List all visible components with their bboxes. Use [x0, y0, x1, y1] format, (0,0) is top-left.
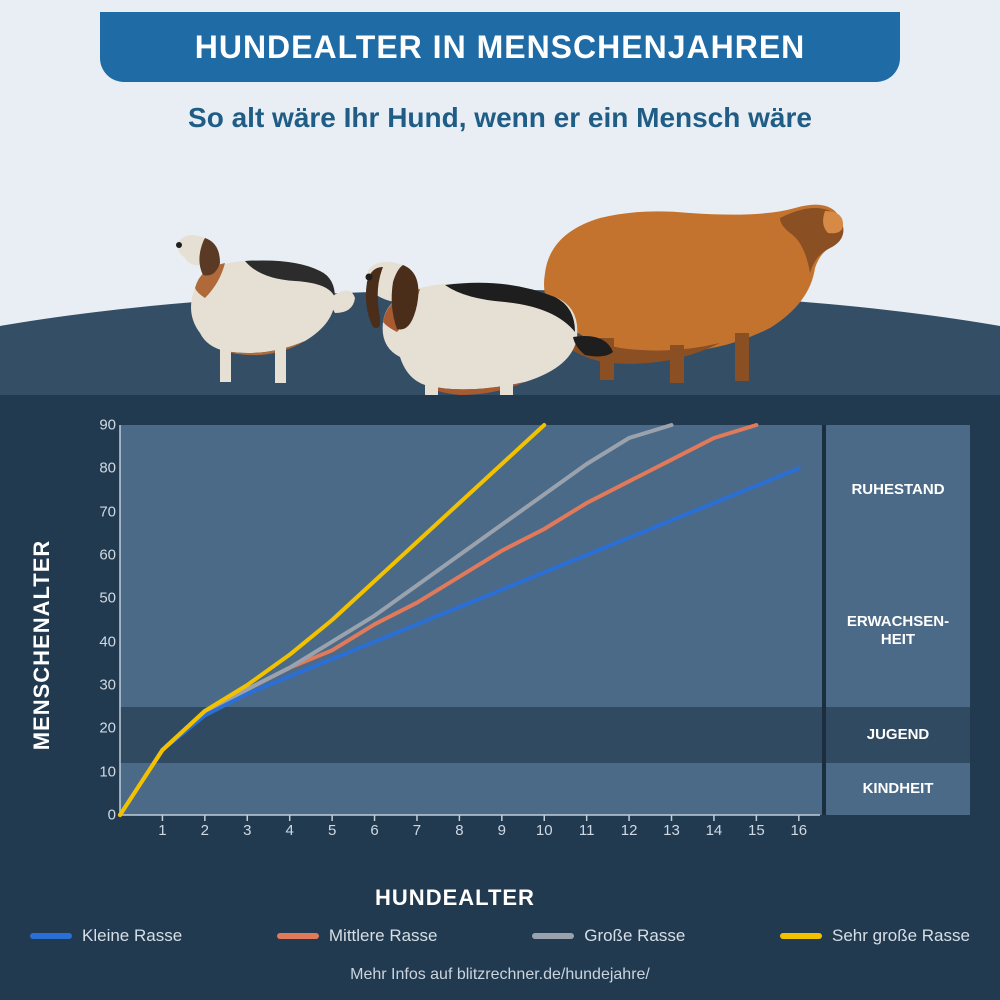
life-stage-label: ERWACHSEN-HEIT — [826, 555, 970, 707]
y-tick-label: 10 — [90, 763, 116, 780]
legend-swatch — [277, 933, 319, 939]
y-tick-label: 70 — [90, 503, 116, 520]
dogs-svg — [120, 145, 880, 405]
beagle-icon — [176, 235, 355, 383]
plot-region: KINDHEITJUGENDERWACHSEN-HEITRUHESTAND 01… — [120, 425, 820, 815]
golden-retriever-icon — [529, 205, 843, 383]
series-line — [120, 468, 799, 815]
y-tick-label: 0 — [90, 807, 116, 824]
chart-area: MENSCHENALTER KINDHEITJUGENDERWACHSEN-HE… — [90, 425, 970, 865]
x-tick-label: 14 — [706, 822, 723, 839]
legend-item: Mittlere Rasse — [277, 926, 438, 946]
legend-label: Kleine Rasse — [82, 926, 182, 946]
y-tick-label: 80 — [90, 460, 116, 477]
legend-item: Kleine Rasse — [30, 926, 182, 946]
legend-item: Große Rasse — [532, 926, 685, 946]
legend-label: Große Rasse — [584, 926, 685, 946]
x-tick-label: 15 — [748, 822, 765, 839]
dog-illustrations — [0, 145, 1000, 405]
life-stage-label: JUGEND — [826, 707, 970, 763]
x-tick-label: 11 — [579, 822, 595, 839]
y-tick-label: 30 — [90, 677, 116, 694]
y-tick-label: 90 — [90, 417, 116, 434]
life-stage-label: RUHESTAND — [826, 425, 970, 555]
x-tick-label: 6 — [370, 822, 378, 839]
x-tick-label: 9 — [498, 822, 506, 839]
x-tick-label: 4 — [286, 822, 294, 839]
x-tick-label: 12 — [621, 822, 638, 839]
x-tick-label: 3 — [243, 822, 251, 839]
legend: Kleine Rasse Mittlere Rasse Große Rasse Seh… — [30, 926, 970, 946]
life-stage-labels: KINDHEITJUGENDERWACHSEN-HEITRUHESTAND — [822, 425, 970, 815]
legend-label: Mittlere Rasse — [329, 926, 438, 946]
title-pill: HUNDEALTER IN MENSCHENJAHREN — [100, 12, 900, 82]
x-tick-label: 8 — [455, 822, 463, 839]
series-line — [120, 425, 756, 815]
x-tick-label: 7 — [413, 822, 421, 839]
x-tick-label: 2 — [201, 822, 209, 839]
legend-label: Sehr große Rasse — [832, 926, 970, 946]
x-tick-label: 5 — [328, 822, 336, 839]
y-tick-label: 40 — [90, 633, 116, 650]
x-tick-label: 1 — [158, 822, 166, 839]
y-tick-label: 20 — [90, 720, 116, 737]
life-stage-label: KINDHEIT — [826, 763, 970, 815]
chart-panel: MENSCHENALTER KINDHEITJUGENDERWACHSEN-HE… — [0, 395, 1000, 1000]
x-tick-label: 10 — [536, 822, 553, 839]
legend-item: Sehr große Rasse — [780, 926, 970, 946]
x-tick-label: 13 — [663, 822, 680, 839]
subtitle-text: So alt wäre Ihr Hund, wenn er ein Mensch… — [0, 102, 1000, 134]
series-line — [120, 425, 544, 815]
infographic-root: HUNDEALTER IN MENSCHENJAHREN So alt wäre… — [0, 0, 1000, 1000]
y-tick-label: 50 — [90, 590, 116, 607]
series-line — [120, 425, 672, 815]
chart-svg — [120, 425, 820, 815]
legend-swatch — [780, 933, 822, 939]
y-tick-label: 60 — [90, 547, 116, 564]
legend-swatch — [532, 933, 574, 939]
y-axis-label: MENSCHENALTER — [29, 540, 55, 751]
title-text: HUNDEALTER IN MENSCHENJAHREN — [195, 29, 806, 66]
legend-swatch — [30, 933, 72, 939]
footer-text: Mehr Infos auf blitzrechner.de/hundejahr… — [0, 966, 1000, 984]
x-tick-label: 16 — [790, 822, 807, 839]
x-axis-label: HUNDEALTER — [90, 885, 820, 911]
